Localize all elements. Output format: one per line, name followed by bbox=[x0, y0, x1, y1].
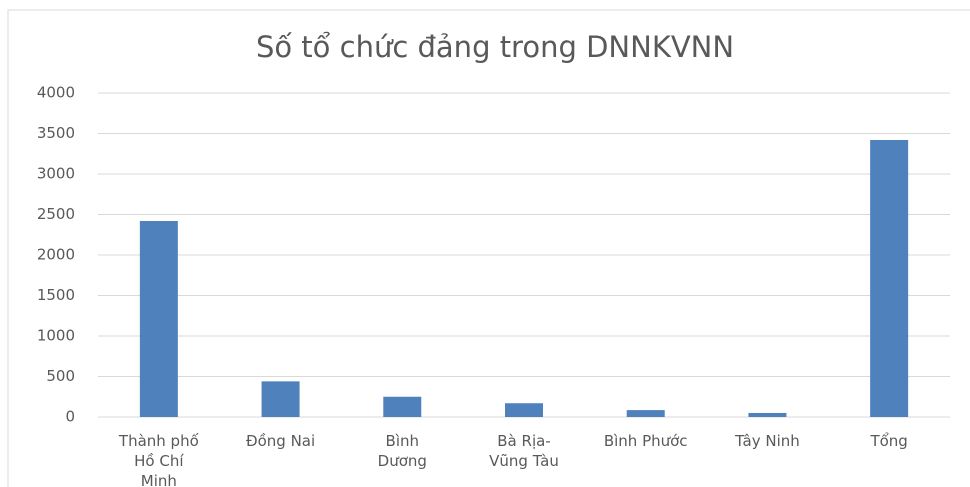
x-tick-label: Đồng Nai bbox=[245, 432, 316, 450]
x-tick-label: Bình Phước bbox=[603, 432, 688, 450]
chart-frame bbox=[7, 9, 970, 487]
bar bbox=[870, 139, 909, 418]
y-tick-label: 1500 bbox=[37, 286, 75, 304]
x-tick-label: Thành phố Hồ Chí Minh bbox=[118, 432, 199, 487]
y-tick-label: 3000 bbox=[37, 165, 75, 183]
bar bbox=[139, 220, 178, 417]
bar bbox=[505, 403, 543, 417]
y-tick-label: 1000 bbox=[37, 327, 75, 345]
bar bbox=[383, 396, 422, 417]
y-tick-label: 4000 bbox=[37, 84, 75, 102]
y-tick-label: 3500 bbox=[37, 124, 75, 142]
y-tick-label: 2000 bbox=[37, 246, 75, 264]
x-tick-label: Tổng bbox=[870, 432, 908, 450]
y-tick-label: 0 bbox=[65, 408, 75, 426]
x-tick-label: Tây Ninh bbox=[735, 432, 800, 450]
bar bbox=[626, 410, 665, 417]
y-tick-label: 500 bbox=[46, 367, 75, 385]
chart-title: Số tổ chức đảng trong DNNKVNN bbox=[256, 30, 734, 64]
bar bbox=[261, 381, 300, 417]
y-tick-label: 2500 bbox=[37, 205, 75, 223]
x-tick-label: Bình Dương bbox=[377, 432, 427, 470]
x-tick-label: Bà Rịa-Vũng Tàu bbox=[489, 432, 559, 470]
bar bbox=[748, 412, 787, 417]
